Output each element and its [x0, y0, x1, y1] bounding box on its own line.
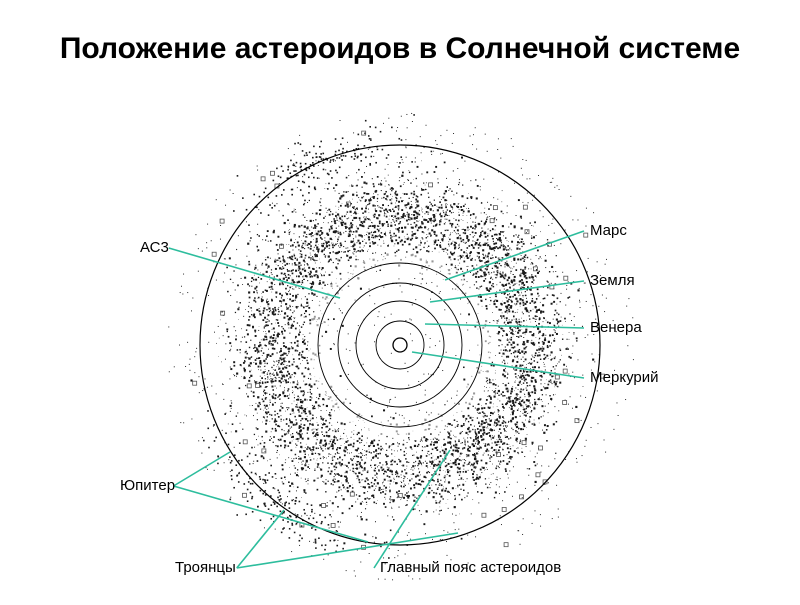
label-asz: АС3 — [140, 239, 169, 256]
label-trojans: Троянцы — [175, 559, 236, 576]
sun-icon — [393, 338, 407, 352]
page-title: Положение астероидов в Солнечной системе — [0, 32, 800, 66]
diagram-container: АС3 Юпитер Троянцы Марс Земля Венера Меркурий Г… — [0, 90, 800, 600]
label-mars: Марс — [590, 222, 627, 239]
solar-system-diagram: АС3 Юпитер Троянцы Марс Земля Венера Меркурий Г… — [0, 90, 800, 600]
label-mercury: Меркурий — [590, 369, 659, 386]
label-earth: Земля — [590, 272, 635, 289]
label-belt: Главный пояс астероидов — [380, 559, 561, 576]
label-jupiter: Юпитер — [120, 477, 175, 494]
label-venus: Венера — [590, 319, 642, 336]
